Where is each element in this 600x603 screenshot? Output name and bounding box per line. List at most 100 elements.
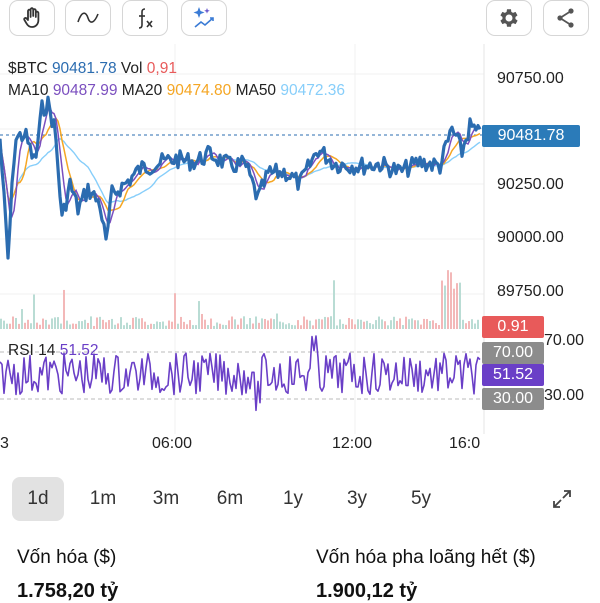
- rsi-value-badge: 51.52: [482, 364, 544, 386]
- period-3y[interactable]: 3y: [346, 488, 368, 509]
- volume-bar: [144, 321, 146, 329]
- volume-bar: [222, 324, 224, 329]
- volume-bar: [393, 316, 395, 329]
- volume-bar: [3, 320, 5, 329]
- volume-bar: [285, 324, 287, 329]
- volume-bar: [168, 320, 170, 329]
- gear-icon: [500, 9, 518, 27]
- volume-bar: [156, 321, 158, 329]
- volume-bar: [90, 316, 92, 329]
- line-tool-button[interactable]: [65, 0, 111, 36]
- legend-row-ma: MA10 90487.99 MA20 90474.80 MA50 90472.3…: [8, 82, 345, 100]
- period-5y[interactable]: 5y: [410, 488, 432, 509]
- share-button[interactable]: [543, 0, 589, 36]
- legend-rsi-value: 51.52: [59, 342, 99, 359]
- legend-vol-label: Vol: [120, 60, 143, 77]
- volume-bar: [279, 321, 281, 329]
- fullscreen-button[interactable]: [540, 477, 584, 521]
- hand-tool-button[interactable]: [9, 0, 55, 36]
- volume-bar: [258, 322, 260, 329]
- chart-grid: [0, 44, 484, 434]
- volume-bar: [288, 323, 290, 329]
- volume-bar: [378, 316, 380, 329]
- hand-icon: [23, 7, 40, 28]
- period-6m[interactable]: 6m: [216, 488, 244, 509]
- volume-bar: [153, 323, 155, 329]
- market-cap-label: Vốn hóa ($): [17, 547, 117, 568]
- volume-bar: [120, 317, 122, 329]
- volume-bar: [108, 320, 110, 329]
- volume-bar: [465, 323, 467, 329]
- volume-bar: [351, 319, 353, 329]
- volume-bar: [432, 320, 434, 329]
- volume-bar: [174, 293, 176, 329]
- volume-bar: [468, 321, 470, 329]
- volume-bar: [138, 318, 140, 329]
- legend-row-price: $BTC 90481.78 Vol 0,91: [8, 60, 177, 78]
- volume-bar: [159, 322, 161, 329]
- volume-bar: [99, 316, 101, 329]
- rsi-axis-label-lower: 30.00: [544, 387, 585, 404]
- volume-bar: [240, 318, 242, 329]
- share-icon: [557, 8, 574, 28]
- volume-bar: [384, 321, 386, 329]
- volume-bar: [21, 309, 23, 329]
- volume-bar: [396, 320, 398, 329]
- volume-bar: [390, 320, 392, 329]
- volume-bar: [165, 325, 167, 329]
- period-1d[interactable]: 1d: [12, 477, 64, 521]
- volume-bar: [243, 316, 245, 329]
- volume-bar: [330, 316, 332, 329]
- legend-ma50-value: 90472.36: [280, 82, 346, 99]
- price-chart[interactable]: $BTC 90481.78 Vol 0,91 MA10 90487.99 MA2…: [0, 44, 600, 462]
- volume-bar: [339, 319, 341, 329]
- volume-bar: [54, 317, 56, 329]
- volume-bar: [315, 319, 317, 329]
- volume-bar: [348, 317, 350, 329]
- volume-bar: [114, 324, 116, 329]
- y-label-2: 90250.00: [497, 176, 564, 193]
- volume-bar: [366, 320, 368, 329]
- volume-bar: [207, 325, 209, 329]
- volume-bar: [216, 322, 218, 329]
- volume-bar: [126, 322, 128, 329]
- volume-bar: [33, 294, 35, 329]
- volume-bar: [402, 325, 404, 329]
- volume-bar: [420, 324, 422, 329]
- volume-bar: [48, 324, 50, 329]
- volume-bar: [219, 323, 221, 329]
- period-1y[interactable]: 1y: [282, 488, 304, 509]
- volume-bar: [234, 319, 236, 329]
- chart-toolbar: [0, 0, 600, 44]
- volume-bar: [36, 322, 38, 329]
- volume-bar: [267, 320, 269, 329]
- volume-bar: [75, 323, 77, 329]
- volume-bar: [15, 317, 17, 329]
- volume-bar: [81, 321, 83, 329]
- volume-bar: [189, 320, 191, 329]
- volume-bar: [204, 319, 206, 329]
- period-1m[interactable]: 1m: [89, 488, 117, 509]
- volume-bar: [360, 319, 362, 329]
- volume-bar: [57, 317, 59, 329]
- volume-bar: [186, 324, 188, 329]
- volume-bar: [282, 322, 284, 329]
- volume-bar: [471, 319, 473, 329]
- y-label-4: 89750.00: [497, 283, 564, 300]
- volume-bar: [210, 318, 212, 329]
- volume-bar: [111, 318, 113, 329]
- volume-bar: [309, 320, 311, 329]
- ai-insight-button[interactable]: [181, 0, 227, 36]
- indicator-button[interactable]: [122, 0, 168, 36]
- volume-bar: [426, 319, 428, 329]
- volume-bar: [423, 318, 425, 329]
- settings-button[interactable]: [486, 0, 532, 36]
- volume-bar: [354, 324, 356, 329]
- volume-bar: [96, 317, 98, 329]
- volume-bar: [150, 323, 152, 329]
- period-3m[interactable]: 3m: [152, 488, 180, 509]
- volume-bar: [123, 325, 125, 329]
- legend-symbol: $BTC: [8, 60, 48, 77]
- volume-bar: [453, 288, 455, 329]
- volume-bar: [333, 280, 335, 329]
